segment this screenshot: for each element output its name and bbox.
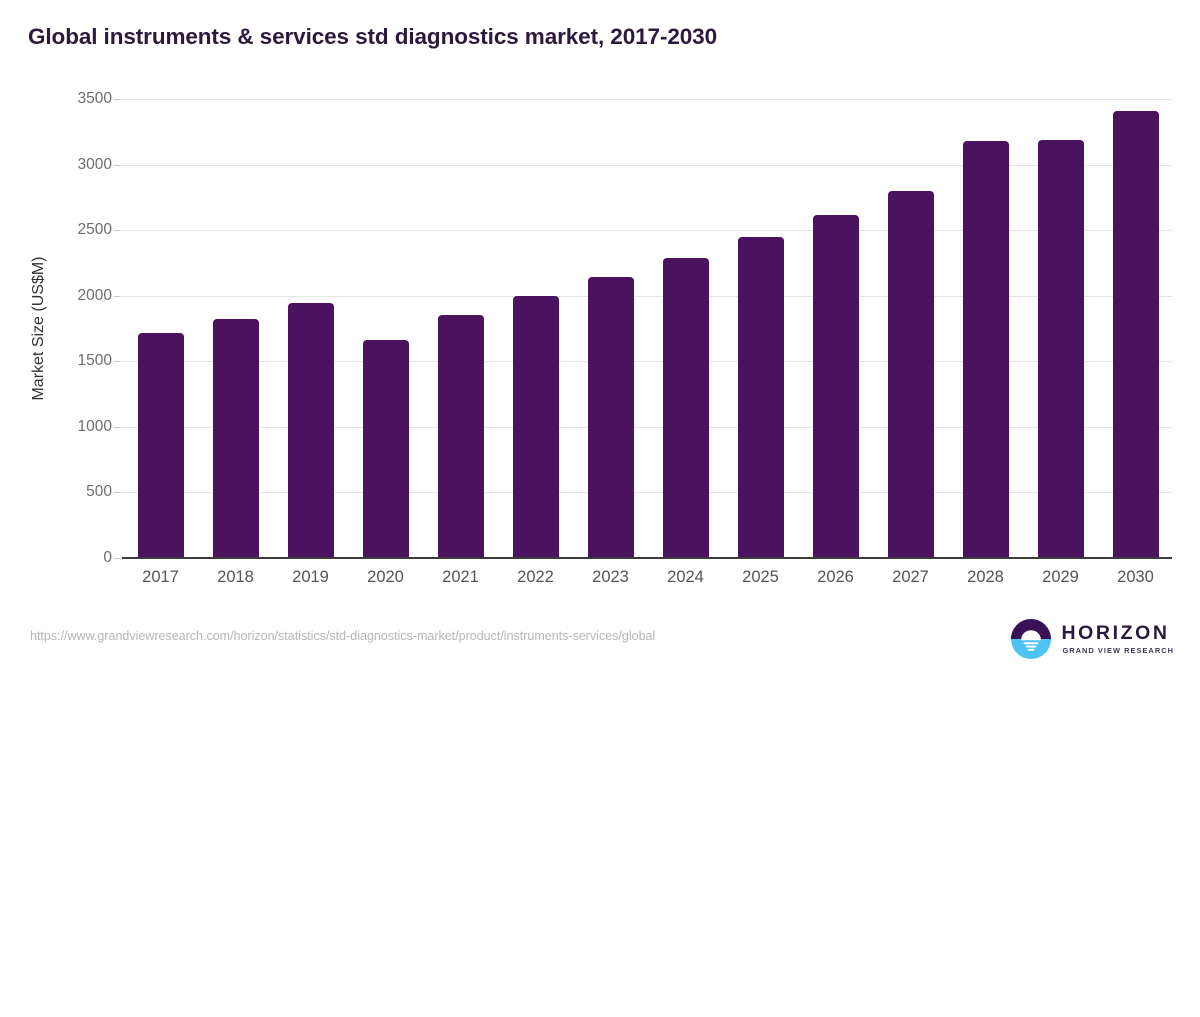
- x-axis-tick-label: 2022: [517, 568, 554, 586]
- x-axis-tick-label: 2024: [667, 568, 704, 586]
- y-axis-tick-label: 1500: [77, 352, 112, 370]
- logo-tagline: GRAND VIEW RESEARCH: [1062, 645, 1174, 655]
- x-axis-tick-label: 2026: [817, 568, 854, 586]
- source-url[interactable]: https://www.grandviewresearch.com/horizo…: [30, 629, 656, 643]
- x-axis-tick-label: 2030: [1117, 568, 1154, 586]
- y-axis-tick-label: 2500: [77, 221, 112, 239]
- bar[interactable]: [962, 140, 1009, 558]
- bar[interactable]: [137, 332, 184, 558]
- bar[interactable]: [587, 276, 634, 558]
- y-axis-tick-label: 1000: [77, 417, 112, 435]
- horizon-logo-icon: [1011, 619, 1052, 659]
- bar[interactable]: [662, 257, 709, 558]
- y-axis-tick-mark: [114, 230, 121, 232]
- x-axis-tick-label: 2028: [967, 568, 1004, 586]
- y-axis-tick-label: 0: [103, 549, 112, 566]
- bar[interactable]: [812, 214, 859, 558]
- gridline: [122, 99, 1172, 100]
- x-axis-tick-label: 2029: [1042, 568, 1079, 586]
- x-axis-tick-label: 2023: [592, 568, 629, 586]
- gridline: [122, 295, 1172, 297]
- y-axis-tick-mark: [114, 99, 121, 100]
- x-axis-tick-label: 2027: [892, 568, 929, 586]
- y-axis-title-wrapper: Market Size (US$M): [24, 256, 54, 1017]
- page-title: Global instruments & services std diagno…: [28, 24, 717, 49]
- bar[interactable]: [437, 315, 484, 558]
- gridline: [122, 361, 1172, 363]
- logo-wordmark: HORIZON: [1061, 622, 1170, 645]
- y-axis-tick-mark: [114, 295, 121, 297]
- bar[interactable]: [362, 339, 409, 558]
- y-axis-tick-mark: [114, 426, 121, 428]
- gridline: [122, 164, 1172, 166]
- plot-area: [114, 99, 1172, 559]
- y-axis-tick-labels: 0 500 1000 1500 2000 2500 3000 3500: [40, 90, 112, 566]
- gridline: [122, 230, 1172, 232]
- x-axis-tick-label: 2025: [742, 568, 779, 586]
- y-axis-tick-mark: [114, 558, 121, 559]
- bar[interactable]: [737, 236, 784, 558]
- y-axis-tick-label: 500: [86, 483, 112, 501]
- x-axis-tick-label: 2021: [442, 568, 479, 586]
- x-axis-line: [122, 557, 1172, 559]
- x-axis-tick-label: 2019: [292, 568, 329, 586]
- bar[interactable]: [287, 302, 334, 558]
- gridline: [122, 426, 1172, 428]
- y-axis-tick-label: 3000: [77, 155, 112, 173]
- gridline: [122, 492, 1172, 494]
- chart-figure: Global instruments & services std diagno…: [28, 24, 1174, 661]
- x-axis-tick-label: 2020: [367, 568, 404, 586]
- horizon-logo[interactable]: HORIZON GRAND VIEW RESEARCH: [1010, 617, 1174, 661]
- bar[interactable]: [1037, 139, 1084, 558]
- y-axis-tick-mark: [114, 492, 121, 494]
- bar[interactable]: [512, 295, 559, 558]
- x-axis-tick-label: 2017: [142, 568, 179, 586]
- y-axis-tick-mark: [114, 361, 121, 363]
- y-axis-tick-label: 2000: [77, 286, 112, 304]
- x-axis-tick-label: 2018: [217, 568, 254, 586]
- horizon-logo-text: HORIZON GRAND VIEW RESEARCH: [1061, 624, 1174, 654]
- y-axis-tick-label: 3500: [77, 90, 112, 107]
- bar[interactable]: [887, 191, 934, 558]
- bar[interactable]: [1112, 110, 1159, 558]
- bar[interactable]: [212, 319, 259, 558]
- x-axis-tick-labels: 2017 2018 2019 2020 2021 2022 2023 2024 2025 2026…: [122, 568, 1172, 598]
- y-axis-tick-mark: [114, 164, 121, 166]
